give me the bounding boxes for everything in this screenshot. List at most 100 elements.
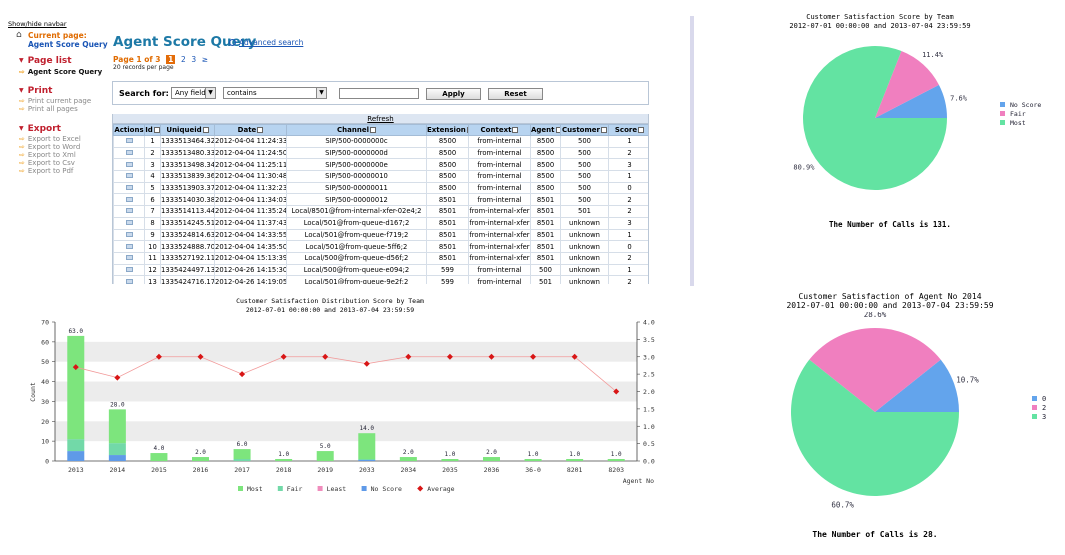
column-header-date[interactable]: Date bbox=[214, 124, 287, 136]
table-cell: 2012-04-04 11:32:23 bbox=[214, 181, 287, 195]
average-point bbox=[363, 360, 370, 367]
current-page-label: Current page: bbox=[28, 31, 87, 40]
column-header-uniqueid[interactable]: Uniqueid bbox=[160, 124, 215, 136]
table-row[interactable]: 10 1333524888.70 2012-04-04 14:35:50 Local/… bbox=[113, 240, 648, 253]
row-action-cell[interactable] bbox=[113, 193, 145, 207]
edit-row-icon[interactable] bbox=[125, 161, 133, 167]
bar-segment-no-score bbox=[108, 455, 126, 461]
sort-icon[interactable] bbox=[466, 127, 468, 133]
row-action-cell[interactable] bbox=[113, 181, 145, 195]
table-cell: 1335424497.13 bbox=[160, 263, 215, 277]
table-cell: Local/501@from-queue-5ff6;2 bbox=[286, 240, 427, 253]
next-page-link[interactable]: ≥ bbox=[201, 55, 209, 64]
row-action-cell[interactable] bbox=[113, 170, 145, 183]
row-action-cell[interactable] bbox=[113, 228, 145, 242]
sort-icon[interactable] bbox=[369, 127, 376, 133]
operator-select[interactable]: contains ▼ bbox=[223, 87, 327, 99]
table-row[interactable]: 8 1333514245.51 2012-04-04 11:37:43 Local/5… bbox=[113, 216, 648, 230]
sort-icon[interactable] bbox=[257, 127, 264, 133]
table-row[interactable]: 3 1333513498.34 2012-04-04 11:25:11 SIP/500… bbox=[113, 158, 648, 172]
sort-icon[interactable] bbox=[638, 127, 645, 133]
advanced-search-link[interactable]: Advanced search bbox=[229, 38, 303, 47]
export-csv-link[interactable]: ⇨ Export to Csv bbox=[19, 159, 75, 167]
page-link-2[interactable]: 2 bbox=[180, 55, 186, 64]
print-heading[interactable]: ▼ Print bbox=[19, 86, 53, 96]
export-excel-link[interactable]: ⇨ Export to Excel bbox=[19, 135, 81, 143]
print-current-page-link[interactable]: ⇨ Print current page bbox=[19, 97, 92, 105]
edit-row-icon[interactable] bbox=[125, 150, 133, 156]
export-pdf-link[interactable]: ⇨ Export to Pdf bbox=[19, 167, 74, 175]
row-action-cell[interactable] bbox=[113, 146, 145, 160]
export-xml-link[interactable]: ⇨ Export to Xml bbox=[19, 151, 76, 159]
column-header-customer[interactable]: Customer bbox=[560, 124, 609, 136]
y2-tick-label: 2.5 bbox=[643, 371, 655, 379]
legend-label-fair: Fair bbox=[1010, 110, 1026, 118]
search-input[interactable] bbox=[339, 88, 419, 99]
y-tick-label: 40 bbox=[41, 378, 49, 386]
table-row[interactable]: 2 1333513480.33 2012-04-04 11:24:50 SIP/500… bbox=[113, 146, 648, 160]
column-header-channel[interactable]: Channel bbox=[286, 124, 427, 136]
legend-swatch bbox=[1000, 120, 1005, 125]
column-header-context[interactable]: Context bbox=[468, 124, 531, 136]
y-tick-label: 20 bbox=[41, 418, 49, 426]
table-row[interactable]: 6 1333514030.38 2012-04-04 11:34:03 SIP/500… bbox=[113, 193, 648, 207]
edit-row-icon[interactable] bbox=[125, 243, 133, 249]
row-action-cell[interactable] bbox=[113, 205, 145, 218]
table-row[interactable]: 11 1333527192.113 2012-04-04 15:13:39 Local… bbox=[113, 251, 648, 265]
edit-row-icon[interactable] bbox=[125, 138, 133, 144]
apply-button[interactable]: Apply bbox=[426, 88, 481, 100]
edit-row-icon[interactable] bbox=[125, 231, 133, 237]
table-row[interactable]: 1 1333513464.32 2012-04-04 11:24:33 SIP/500… bbox=[113, 135, 648, 148]
edit-row-icon[interactable] bbox=[125, 278, 133, 284]
row-action-cell[interactable] bbox=[113, 240, 145, 253]
row-action-cell[interactable] bbox=[113, 216, 145, 230]
row-action-cell[interactable] bbox=[113, 135, 145, 148]
edit-row-icon[interactable] bbox=[125, 208, 133, 214]
table-cell: 0 bbox=[608, 240, 648, 253]
table-row[interactable]: 9 1333524814.63 2012-04-04 14:33:55 Local/5… bbox=[113, 228, 648, 242]
export-word-link[interactable]: ⇨ Export to Word bbox=[19, 143, 81, 151]
sort-icon[interactable] bbox=[600, 127, 607, 133]
table-row[interactable]: 7 1333514113.44 2012-04-04 11:35:24 Local/8… bbox=[113, 205, 648, 218]
refresh-link[interactable]: Refresh bbox=[113, 114, 648, 124]
export-heading[interactable]: ▼ Export bbox=[19, 124, 61, 134]
print-all-pages-link[interactable]: ⇨ Print all pages bbox=[19, 105, 78, 113]
column-header-extension[interactable]: Extension bbox=[426, 124, 469, 136]
results-table-container[interactable]: Refresh Actions Id Uniqueid Date Channel Exte… bbox=[112, 114, 649, 284]
edit-row-icon[interactable] bbox=[125, 185, 133, 191]
column-header-agent[interactable]: Agent bbox=[530, 124, 561, 136]
row-action-cell[interactable] bbox=[113, 275, 145, 284]
sort-icon[interactable] bbox=[512, 127, 519, 133]
row-action-cell[interactable] bbox=[113, 251, 145, 265]
reset-button[interactable]: Reset bbox=[488, 88, 543, 100]
sort-icon[interactable] bbox=[153, 127, 160, 133]
bar-total-label: 63.0 bbox=[69, 328, 84, 335]
navbar-toggle-link[interactable]: Show/hide navbar bbox=[8, 20, 67, 28]
edit-row-icon[interactable] bbox=[125, 266, 133, 272]
table-cell: 501 bbox=[560, 205, 609, 218]
page-list-heading[interactable]: ▼ Page list bbox=[19, 56, 72, 66]
column-header-actions[interactable]: Actions bbox=[113, 124, 145, 136]
column-header-id[interactable]: Id bbox=[144, 124, 161, 136]
page-link-3[interactable]: 3 bbox=[191, 55, 197, 64]
sort-icon[interactable] bbox=[202, 127, 209, 133]
row-action-cell[interactable] bbox=[113, 263, 145, 277]
sort-icon[interactable] bbox=[555, 127, 560, 133]
table-row[interactable]: 13 1335424716.17 2012-04-26 14:19:05 Local/… bbox=[113, 275, 648, 284]
edit-row-icon[interactable] bbox=[125, 255, 133, 261]
table-row[interactable]: 5 1333513903.37 2012-04-04 11:32:23 SIP/500… bbox=[113, 181, 648, 195]
pager-label: Page 1 of 3 bbox=[113, 55, 161, 64]
arrow-right-icon: ⇨ bbox=[19, 135, 25, 143]
row-action-cell[interactable] bbox=[113, 158, 145, 172]
edit-row-icon[interactable] bbox=[125, 173, 133, 179]
edit-row-icon[interactable] bbox=[125, 220, 133, 226]
table-row[interactable]: 4 1333513839.36 2012-04-04 11:30:48 SIP/500… bbox=[113, 170, 648, 183]
edit-row-icon[interactable] bbox=[125, 196, 133, 202]
table-row[interactable]: 12 1335424497.13 2012-04-26 14:15:30 Local/… bbox=[113, 263, 648, 277]
page-list-item-agent-score-query[interactable]: ⇨ Agent Score Query bbox=[19, 68, 103, 76]
page-link-1[interactable]: 1 bbox=[166, 55, 176, 64]
bar-segment-most bbox=[566, 459, 584, 461]
column-header-score[interactable]: Score bbox=[608, 124, 648, 136]
table-cell: 2012-04-04 11:30:48 bbox=[214, 170, 287, 183]
field-select[interactable]: Any field ▼ bbox=[171, 87, 216, 99]
